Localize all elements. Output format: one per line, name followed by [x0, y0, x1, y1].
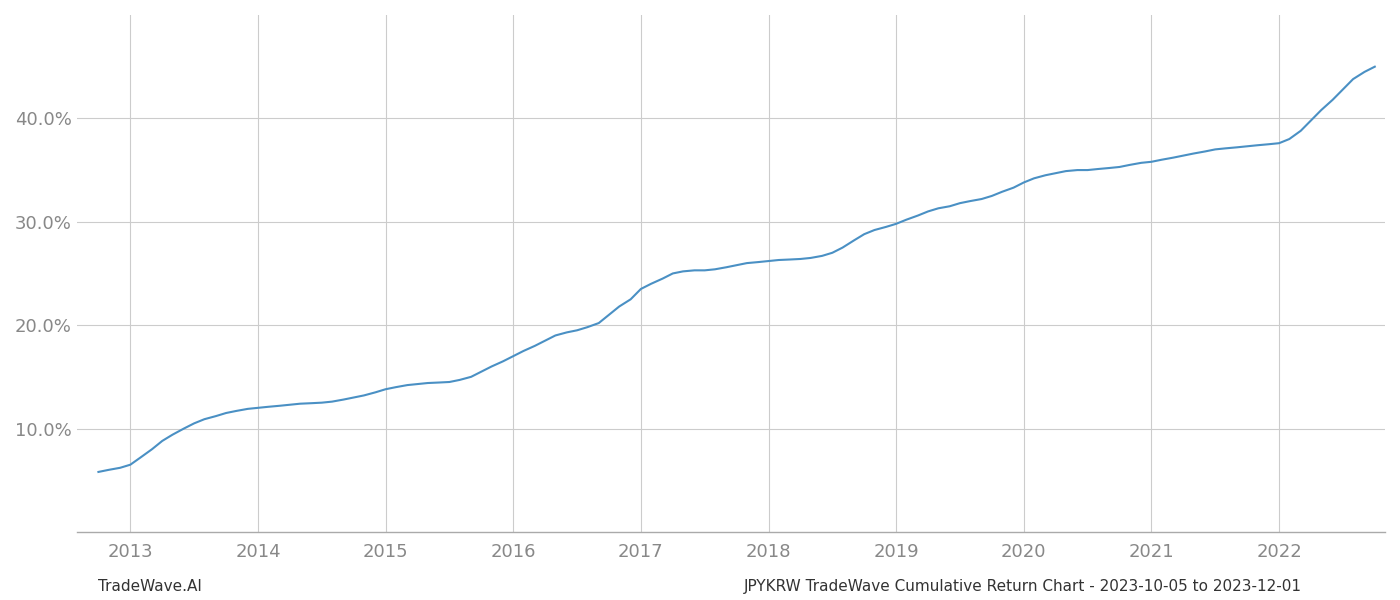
Text: JPYKRW TradeWave Cumulative Return Chart - 2023-10-05 to 2023-12-01: JPYKRW TradeWave Cumulative Return Chart… — [743, 579, 1302, 594]
Text: TradeWave.AI: TradeWave.AI — [98, 579, 202, 594]
